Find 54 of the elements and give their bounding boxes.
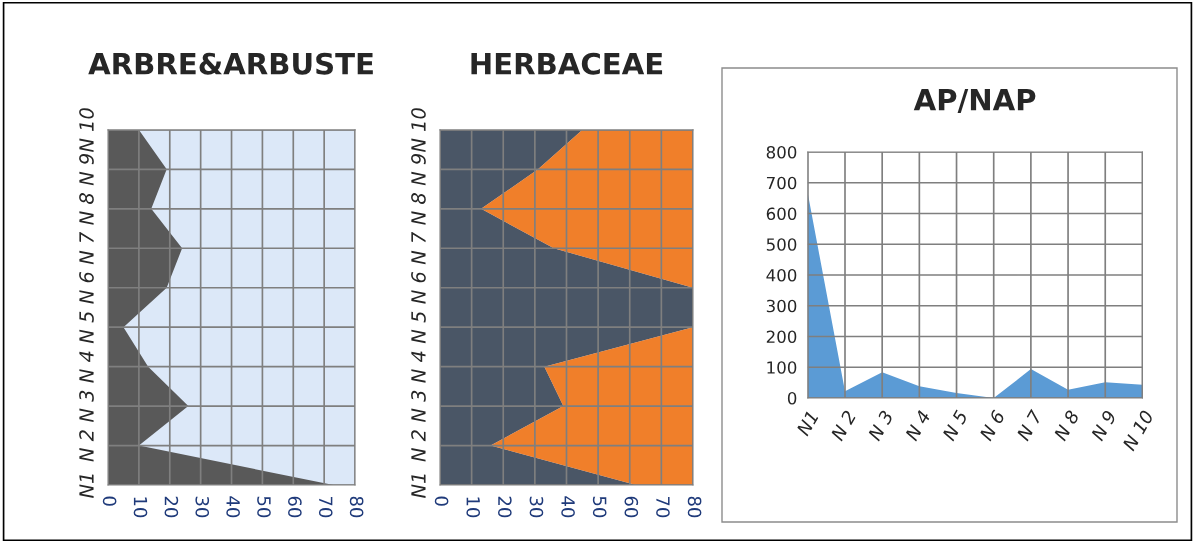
x-tick-label: 10 [133, 497, 148, 518]
y-tick-label: N 8 [411, 193, 426, 225]
y-tick-label: 500 [766, 238, 797, 251]
x-tick-label: N 7 [1016, 408, 1043, 442]
x-tick-label: 70 [656, 496, 670, 518]
x-tick-label: 70 [318, 496, 333, 518]
y-tick-label: 200 [766, 330, 797, 344]
x-tick-label: N 10 [1121, 409, 1155, 452]
x-tick-label: 20 [498, 496, 512, 518]
x-tick-label: 0 [434, 496, 449, 506]
x-tick-label: 40 [561, 496, 575, 518]
x-tick-label: 80 [349, 496, 364, 518]
y-tick-label: N 10 [411, 108, 426, 153]
y-tick-label: N 4 [411, 351, 426, 383]
y-tick-label: N 6 [79, 272, 94, 304]
x-tick-label: 20 [164, 496, 179, 518]
y-tick-label: N 5 [79, 311, 94, 344]
y-tick-label: N 9 [79, 154, 94, 186]
x-tick-label: 30 [529, 496, 544, 518]
x-tick-label: N 5 [941, 409, 969, 442]
y-tick-label: N 8 [79, 193, 94, 225]
y-tick-label: 0 [787, 391, 797, 405]
y-tick-label: 300 [766, 299, 797, 313]
chart-title: ARBRE&ARBUSTE [88, 52, 373, 75]
y-tick-label: 800 [766, 146, 797, 159]
x-tick-label: 0 [102, 496, 117, 506]
y-tick-label: 400 [766, 268, 797, 282]
y-tick-label: N 7 [79, 231, 94, 265]
y-tick-label: 700 [766, 176, 797, 190]
chart-title: HERBACEAE [471, 52, 663, 75]
x-tick-label: N1 [796, 411, 819, 437]
x-tick-label: 60 [624, 496, 639, 518]
y-tick-label: N 10 [79, 108, 94, 153]
y-tick-label: N 9 [411, 154, 426, 186]
x-tick-label: N 4 [904, 409, 931, 442]
x-tick-label: 50 [257, 496, 271, 518]
y-tick-label: N 7 [411, 231, 426, 265]
x-tick-label: 10 [466, 497, 481, 518]
x-tick-label: 50 [592, 496, 607, 518]
x-tick-label: N 9 [1090, 409, 1117, 442]
x-tick-label: N 3 [867, 409, 894, 442]
x-tick-label: N 6 [978, 409, 1006, 442]
x-tick-label: N 2 [830, 409, 857, 442]
y-tick-label: N 4 [79, 351, 94, 383]
x-tick-label: 80 [687, 496, 702, 518]
y-tick-label: N 5 [411, 311, 426, 344]
y-tick-label: N 6 [411, 272, 426, 304]
x-tick-label: 60 [288, 496, 302, 518]
x-tick-label: N 8 [1053, 409, 1080, 442]
x-tick-label: 40 [226, 496, 240, 518]
x-tick-label: 30 [195, 496, 210, 518]
y-tick-label: 600 [766, 207, 797, 221]
chart-title: AP/NAP [913, 89, 1036, 114]
y-tick-label: 100 [767, 361, 797, 374]
